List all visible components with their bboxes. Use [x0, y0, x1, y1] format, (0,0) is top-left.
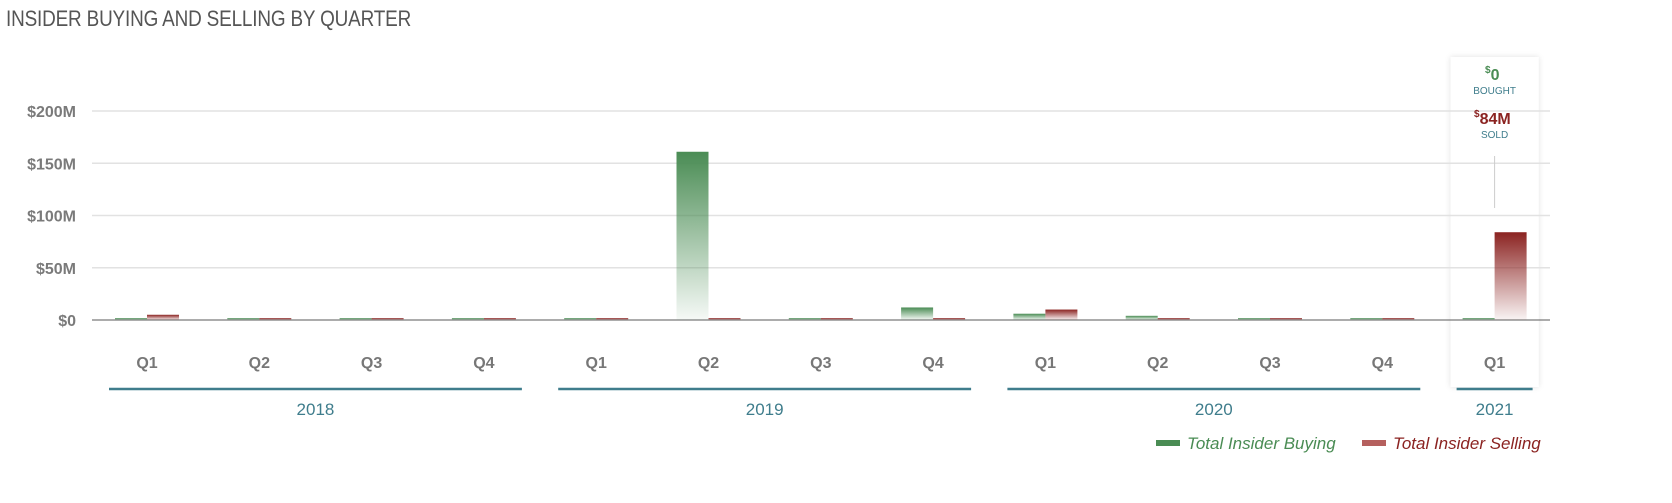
legend-label-selling[interactable]: Total Insider Selling [1393, 434, 1541, 453]
buying-bar-11[interactable] [1350, 318, 1383, 320]
tooltip-bought-label: BOUGHT [1473, 86, 1516, 97]
tooltip-bought-value: 0 [1491, 67, 1500, 84]
buying-bar-3[interactable] [451, 318, 484, 320]
legend-swatch-buying[interactable] [1156, 440, 1180, 446]
quarter-label: Q4 [1372, 355, 1393, 372]
buying-bar-5[interactable] [676, 151, 709, 320]
chart-title: INSIDER BUYING AND SELLING BY QUARTER [6, 6, 412, 31]
y-tick-label: $50M [36, 261, 76, 278]
selling-bar-7[interactable] [933, 318, 966, 320]
buying-bar-10[interactable] [1238, 318, 1270, 320]
tooltip-bought-currency: $ [1485, 65, 1491, 76]
selling-bar-3[interactable] [483, 318, 516, 320]
buying-bar-4[interactable] [564, 318, 597, 320]
buying-bar-2[interactable] [339, 318, 372, 320]
quarter-label: Q1 [136, 355, 157, 372]
y-tick-label: $100M [27, 209, 76, 226]
hover-tooltip: $ 0 BOUGHT $ 84M SOLD [1473, 65, 1516, 208]
y-tick-label: $150M [27, 156, 76, 173]
year-label: 2020 [1195, 400, 1233, 419]
selling-bar-12[interactable] [1494, 232, 1527, 320]
hover-highlight-panel [1450, 57, 1539, 387]
tooltip-sold-label: SOLD [1481, 130, 1508, 141]
selling-bar-2[interactable] [371, 318, 404, 320]
selling-bar-11[interactable] [1382, 318, 1415, 320]
quarter-label: Q4 [473, 355, 494, 372]
selling-bar-5[interactable] [708, 318, 741, 320]
buying-bar-9[interactable] [1125, 315, 1158, 320]
selling-bar-10[interactable] [1270, 318, 1302, 320]
quarter-label: Q1 [1484, 355, 1505, 372]
quarter-label: Q2 [698, 355, 719, 372]
quarter-label: Q3 [361, 355, 382, 372]
selling-bar-1[interactable] [259, 318, 292, 320]
year-label: 2021 [1476, 400, 1514, 419]
buying-bar-6[interactable] [788, 318, 821, 320]
legend-label-buying[interactable]: Total Insider Buying [1187, 434, 1336, 453]
quarter-label: Q2 [249, 355, 270, 372]
y-tick-label: $0 [58, 313, 76, 330]
y-tick-label: $200M [27, 104, 76, 121]
buying-bar-1[interactable] [227, 318, 260, 320]
buying-bar-12[interactable] [1462, 318, 1495, 320]
buying-bar-7[interactable] [901, 307, 934, 320]
tooltip-sold-currency: $ [1474, 109, 1480, 120]
quarter-label: Q1 [586, 355, 607, 372]
quarter-label: Q2 [1147, 355, 1168, 372]
quarter-label: Q3 [1259, 355, 1280, 372]
year-label: 2019 [746, 400, 784, 419]
buying-bar-0[interactable] [115, 318, 147, 320]
selling-bar-9[interactable] [1157, 318, 1190, 320]
selling-bar-6[interactable] [820, 318, 853, 320]
tooltip-sold-value: 84M [1480, 111, 1511, 128]
buying-bar-8[interactable] [1013, 313, 1046, 320]
quarter-label: Q1 [1035, 355, 1056, 372]
year-label: 2018 [297, 400, 335, 419]
selling-bar-8[interactable] [1045, 309, 1078, 320]
selling-bar-0[interactable] [147, 314, 179, 320]
chart-legend: Total Insider Buying Total Insider Selli… [1156, 434, 1541, 453]
quarter-label: Q3 [810, 355, 831, 372]
quarter-label: Q4 [922, 355, 943, 372]
legend-swatch-selling[interactable] [1362, 440, 1386, 446]
selling-bar-4[interactable] [596, 318, 629, 320]
